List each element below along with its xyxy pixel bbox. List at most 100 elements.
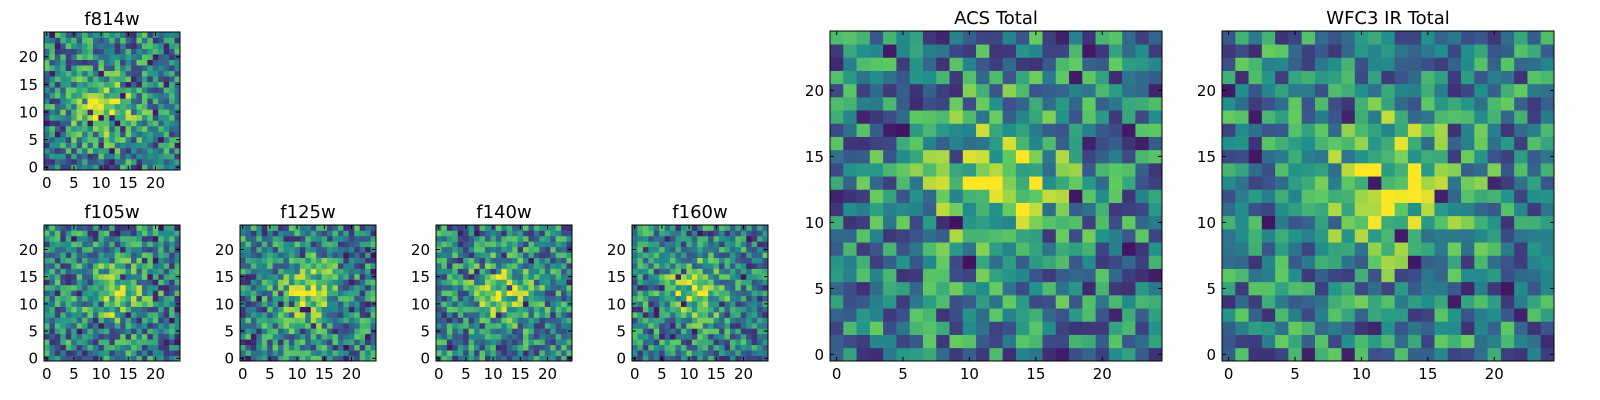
heatmap-cell bbox=[169, 109, 175, 116]
heatmap-cell bbox=[528, 273, 535, 280]
heatmap-cell bbox=[495, 317, 502, 324]
heatmap-cell bbox=[92, 76, 99, 83]
heatmap-cell bbox=[680, 317, 687, 324]
heatmap-cell bbox=[261, 225, 268, 231]
heatmap-cell bbox=[735, 355, 742, 362]
heatmap-cell bbox=[103, 59, 110, 66]
heatmap-cell bbox=[76, 273, 83, 280]
heatmap-cell bbox=[109, 103, 116, 110]
heatmap-cell bbox=[479, 317, 486, 324]
heatmap-cell bbox=[256, 257, 263, 264]
heatmap-cell bbox=[169, 322, 175, 329]
heatmap-cell bbox=[299, 328, 306, 335]
heatmap-cell bbox=[1461, 163, 1475, 177]
heatmap-cell bbox=[528, 333, 535, 340]
heatmap-cell bbox=[370, 322, 377, 329]
heatmap-cell bbox=[1122, 255, 1136, 269]
heatmap-cell bbox=[136, 339, 143, 346]
heatmap-cell bbox=[896, 149, 911, 164]
heatmap-cell bbox=[1002, 281, 1017, 296]
heatmap-cell bbox=[283, 355, 290, 362]
heatmap-cell bbox=[343, 350, 350, 356]
heatmap-cell bbox=[724, 350, 731, 356]
heatmap-cell bbox=[1500, 97, 1515, 111]
heatmap-cell bbox=[294, 230, 301, 237]
heatmap-cell bbox=[60, 59, 67, 66]
heatmap-cell bbox=[174, 142, 181, 149]
heatmap-cell bbox=[517, 257, 524, 264]
heatmap-cell bbox=[746, 312, 753, 318]
heatmap-cell bbox=[114, 87, 121, 94]
heatmap-cell bbox=[272, 279, 279, 286]
heatmap-cell bbox=[436, 290, 442, 297]
heatmap-cell bbox=[512, 246, 518, 253]
heatmap-cell bbox=[708, 333, 714, 340]
heatmap-cell bbox=[1381, 255, 1395, 269]
heatmap-cell bbox=[1314, 347, 1329, 362]
heatmap-cell bbox=[1368, 176, 1382, 190]
heatmap-cell bbox=[740, 263, 747, 269]
heatmap-cell bbox=[506, 225, 513, 231]
heatmap-cell bbox=[490, 317, 497, 324]
heatmap-cell bbox=[1540, 163, 1555, 177]
heatmap-cell bbox=[343, 225, 350, 231]
heatmap-cell bbox=[114, 355, 121, 362]
heatmap-cell bbox=[147, 164, 154, 171]
x-tick-label: 5 bbox=[69, 174, 79, 192]
heatmap-cell bbox=[697, 306, 704, 313]
heatmap-cell bbox=[479, 333, 486, 340]
heatmap-cell bbox=[365, 333, 371, 340]
heatmap-cell bbox=[729, 350, 736, 356]
heatmap-cell bbox=[343, 295, 350, 302]
heatmap-cell bbox=[632, 344, 638, 351]
heatmap-cell bbox=[103, 131, 110, 138]
heatmap-cell bbox=[922, 334, 937, 349]
heatmap-cell bbox=[131, 158, 137, 165]
heatmap-cell bbox=[169, 230, 175, 237]
heatmap-cell bbox=[283, 279, 290, 286]
heatmap-cell bbox=[1447, 136, 1462, 151]
heatmap-cell bbox=[65, 164, 72, 171]
heatmap-cell bbox=[1474, 44, 1488, 58]
heatmap-cell bbox=[566, 344, 573, 351]
heatmap-cell bbox=[261, 263, 268, 269]
heatmap-cell bbox=[1394, 255, 1409, 269]
heatmap-cell bbox=[125, 350, 132, 356]
heatmap-cell bbox=[697, 268, 704, 275]
heatmap-cell bbox=[708, 306, 714, 313]
heatmap-cell bbox=[87, 147, 94, 154]
heatmap-cell bbox=[174, 350, 181, 356]
heatmap-cell bbox=[152, 54, 159, 60]
heatmap-cell bbox=[544, 252, 551, 258]
heatmap-cell bbox=[1328, 255, 1342, 269]
heatmap-cell bbox=[664, 273, 671, 280]
heatmap-cell bbox=[1354, 57, 1369, 71]
heatmap-cell bbox=[856, 268, 871, 283]
heatmap-cell bbox=[724, 273, 731, 280]
heatmap-cell bbox=[98, 136, 105, 143]
heatmap-cell bbox=[544, 235, 551, 242]
heatmap-cell bbox=[830, 321, 844, 335]
heatmap-cell bbox=[288, 295, 295, 302]
heatmap-cell bbox=[261, 333, 268, 340]
heatmap-cell bbox=[1055, 83, 1070, 98]
heatmap-cell bbox=[989, 123, 1003, 137]
heatmap-cell bbox=[566, 257, 573, 264]
y-tick-label: 0 bbox=[28, 159, 38, 177]
heatmap-cell bbox=[283, 339, 290, 346]
heatmap-cell bbox=[724, 306, 731, 313]
heatmap-cell bbox=[169, 43, 175, 49]
heatmap-cell bbox=[343, 252, 350, 258]
heatmap-cell bbox=[528, 279, 535, 286]
heatmap-cell bbox=[686, 230, 693, 237]
heatmap-cell bbox=[98, 109, 105, 116]
heatmap-cell bbox=[664, 317, 671, 324]
heatmap-cell bbox=[82, 333, 88, 340]
heatmap-cell bbox=[131, 333, 137, 340]
heatmap-cell bbox=[327, 350, 333, 356]
heatmap-cell bbox=[125, 295, 132, 302]
heatmap-cell bbox=[659, 230, 665, 237]
heatmap-cell bbox=[327, 290, 333, 297]
heatmap-cell bbox=[1527, 334, 1542, 349]
heatmap-cell bbox=[256, 350, 263, 356]
